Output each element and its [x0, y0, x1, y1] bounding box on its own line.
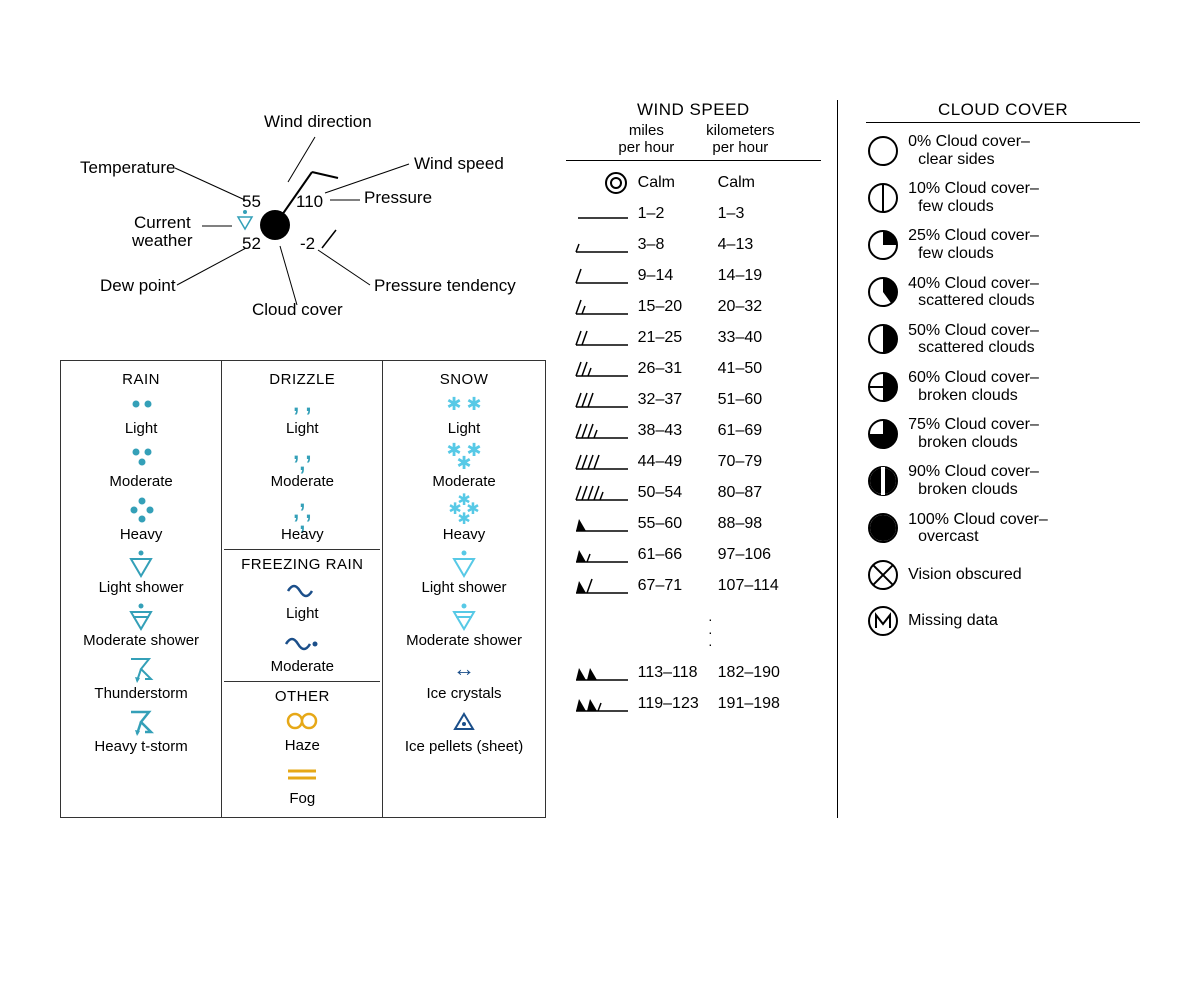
wind-speed-row: 44–4970–79	[566, 446, 821, 477]
wind-speed-row: 26–3141–50	[566, 353, 821, 384]
current-weather-glyph	[236, 209, 254, 236]
wind-speed-row: 1–21–3	[566, 198, 821, 229]
wind-speed-row: 67–71107–114	[566, 570, 821, 601]
freezing-header: FREEZING RAIN	[224, 549, 380, 575]
other-header: OTHER	[224, 681, 380, 707]
cloud-cover-row: 100% Cloud cover–overcast	[866, 511, 1140, 546]
left-column: 55 52 110 -2 Temperature Wind direction …	[60, 100, 546, 818]
label-dew-point: Dew point	[100, 276, 176, 296]
cloud-cover-row: 90% Cloud cover–broken clouds	[866, 463, 1140, 498]
weather-symbol-table: RAIN Light Moderate Heavy Light shower M…	[60, 360, 546, 818]
cloud-cover-row: 25% Cloud cover–few clouds	[866, 227, 1140, 262]
cloud-cover-row: 50% Cloud cover–scattered clouds	[866, 322, 1140, 357]
tendency-value: -2	[300, 234, 315, 254]
snow-header: SNOW	[385, 365, 542, 390]
weather-legend: 55 52 110 -2 Temperature Wind direction …	[60, 100, 1140, 818]
wind-speed-rows: CalmCalm1–21–33–84–139–1414–1915–2020–32…	[566, 167, 821, 719]
wind-speed-row: 3–84–13	[566, 229, 821, 260]
col-drizzle: DRIZZLE , , Light , ,, Moderate ,, ,, He…	[222, 361, 383, 817]
wind-speed-row: 55–6088–98	[566, 508, 821, 539]
label-pressure: Pressure	[364, 188, 432, 208]
col-snow: SNOW ✱ ✱ Light ✱ ✱✱ Moderate ✱✱ ✱✱ Heavy…	[383, 361, 544, 817]
cloud-cover-column: CLOUD COVER 0% Cloud cover–clear sides 10…	[858, 100, 1140, 818]
label-wind-speed: Wind speed	[414, 154, 504, 174]
dewpoint-value: 52	[242, 234, 261, 254]
station-model: 55 52 110 -2 Temperature Wind direction …	[60, 100, 546, 360]
label-current-weather-1: Current	[134, 213, 191, 233]
cloud-cover-row: Missing data	[866, 604, 1140, 638]
wind-speed-row: 38–4361–69	[566, 415, 821, 446]
cloud-cover-row: 40% Cloud cover–scattered clouds	[866, 275, 1140, 310]
wind-speed-row: 32–3751–60	[566, 384, 821, 415]
wind-speed-row: ...	[566, 601, 821, 657]
label-pressure-tendency: Pressure tendency	[374, 276, 516, 296]
wind-speed-row: 113–118182–190	[566, 657, 821, 688]
cloud-cover-row: Vision obscured	[866, 558, 1140, 592]
wind-speed-row: 9–1414–19	[566, 260, 821, 291]
cloud-cover-title: CLOUD COVER	[866, 100, 1140, 120]
cloud-cover-row: 75% Cloud cover–broken clouds	[866, 416, 1140, 451]
wind-speed-column: WIND SPEED milesper hour kilometersper h…	[566, 100, 838, 818]
label-wind-direction: Wind direction	[264, 112, 372, 132]
pressure-value: 110	[296, 192, 323, 212]
col-rain: RAIN Light Moderate Heavy Light shower M…	[61, 361, 222, 817]
label-temperature: Temperature	[80, 158, 175, 178]
station-circle	[260, 210, 290, 240]
cloud-cover-row: 10% Cloud cover–few clouds	[866, 180, 1140, 215]
label-current-weather-2: weather	[132, 231, 192, 251]
cloud-cover-rows: 0% Cloud cover–clear sides 10% Cloud cove…	[866, 133, 1140, 638]
label-cloud-cover: Cloud cover	[252, 300, 343, 320]
wind-speed-row: 119–123191–198	[566, 688, 821, 719]
wind-speed-row: 50–5480–87	[566, 477, 821, 508]
cloud-cover-row: 60% Cloud cover–broken clouds	[866, 369, 1140, 404]
drizzle-header: DRIZZLE	[224, 365, 380, 390]
wind-speed-row: 15–2020–32	[566, 291, 821, 322]
wind-speed-row: 21–2533–40	[566, 322, 821, 353]
wind-speed-row: CalmCalm	[566, 167, 821, 198]
cloud-cover-row: 0% Cloud cover–clear sides	[866, 133, 1140, 168]
wind-speed-row: 61–6697–106	[566, 539, 821, 570]
rain-header: RAIN	[63, 365, 219, 390]
wind-speed-title: WIND SPEED	[566, 100, 821, 120]
